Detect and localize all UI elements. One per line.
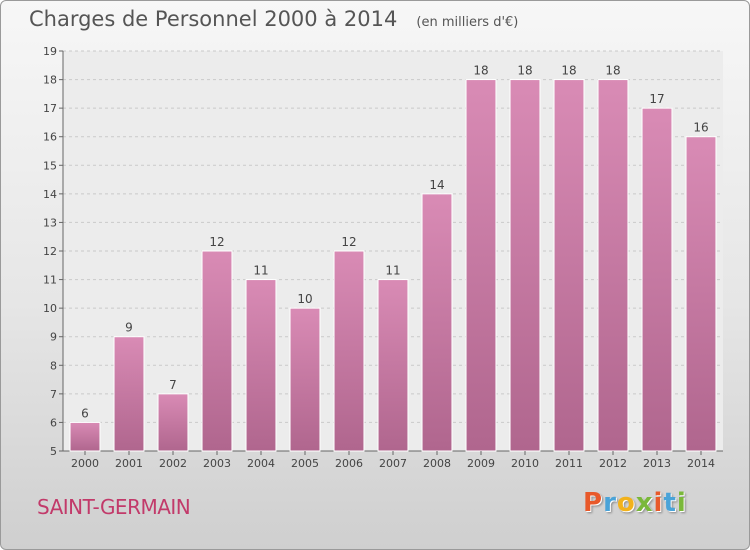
bar [377,279,409,452]
bar-value-label: 18 [561,64,576,78]
bar-value-label: 16 [693,121,708,135]
bar-value-label: 9 [125,321,133,335]
bar [201,250,233,452]
bar [509,79,541,452]
y-tick-label: 12 [43,245,57,258]
bar [289,307,321,452]
bar-value-label: 12 [209,235,224,249]
logo-letter: P [583,488,604,518]
x-tick-label: 2002 [159,457,187,470]
bar-value-label: 18 [605,64,620,78]
bar [641,107,673,452]
x-tick-label: 2001 [115,457,143,470]
y-tick-label: 7 [50,388,57,401]
logo-letter: r [603,488,617,518]
bar-value-label: 10 [297,292,312,306]
bar [245,279,277,452]
bar-value-label: 6 [81,406,89,420]
x-tick-label: 2006 [335,457,363,470]
bar [465,79,497,452]
x-tick-label: 2004 [247,457,275,470]
x-tick-label: 2000 [71,457,99,470]
y-tick-label: 19 [43,45,57,58]
bar-value-label: 11 [385,264,400,278]
x-tick-label: 2011 [555,457,583,470]
commune-name: SAINT-GERMAIN [37,495,191,519]
y-tick-label: 5 [50,445,57,458]
bar [113,336,145,452]
bar-value-label: 17 [649,92,664,106]
bar-value-label: 12 [341,235,356,249]
chart-title: Charges de Personnel 2000 à 2014 [29,7,398,31]
x-tick-label: 2012 [599,457,627,470]
logo-letter: x [635,488,654,518]
y-tick-label: 11 [43,274,57,287]
logo-letter: o [616,488,636,518]
y-tick-label: 18 [43,74,57,87]
bar [333,250,365,452]
logo-letter: i [676,488,687,518]
y-tick-label: 8 [50,359,57,372]
proxiti-logo: Proxiti [583,488,687,518]
y-tick-label: 15 [43,159,57,172]
bar-value-label: 18 [517,64,532,78]
x-tick-label: 2013 [643,457,671,470]
y-tick-label: 6 [50,416,57,429]
bar [597,79,629,452]
bar [69,421,101,452]
x-tick-label: 2008 [423,457,451,470]
bar-value-label: 14 [429,178,444,192]
bar [553,79,585,452]
y-tick-label: 17 [43,102,57,115]
x-tick-label: 2009 [467,457,495,470]
y-tick-label: 13 [43,216,57,229]
x-tick-label: 2007 [379,457,407,470]
bar-value-label: 11 [253,264,268,278]
x-tick-label: 2003 [203,457,231,470]
bar-value-label: 7 [169,378,177,392]
logo-letter: t [663,488,677,518]
bar [157,393,189,452]
y-tick-label: 16 [43,131,57,144]
bar-value-label: 18 [473,64,488,78]
x-tick-label: 2010 [511,457,539,470]
y-tick-label: 9 [50,331,57,344]
x-tick-label: 2014 [687,457,715,470]
bar [685,136,717,452]
x-tick-label: 2005 [291,457,319,470]
bar [421,193,453,452]
logo-letter: i [653,488,664,518]
chart-subtitle: (en milliers d'€) [416,15,519,30]
y-tick-label: 14 [43,188,57,201]
y-tick-label: 10 [43,302,57,315]
title-row: Charges de Personnel 2000 à 2014 (en mil… [29,7,518,31]
